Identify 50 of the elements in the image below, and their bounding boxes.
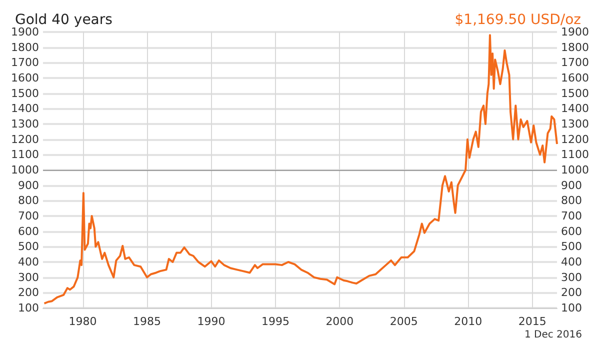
y-tick-label: 600 <box>18 224 39 238</box>
y2-tick-label: 800 <box>561 194 582 208</box>
y2-tick-label: 200 <box>561 286 582 300</box>
y-tick-label: 1700 <box>10 56 39 70</box>
y-tick-label: 1800 <box>10 40 39 54</box>
x-tick-label: 2010 <box>454 315 482 328</box>
y2-tick-label: 1800 <box>561 40 590 54</box>
y2-tick-label: 1200 <box>561 132 590 146</box>
y-tick-label: 900 <box>18 178 39 192</box>
chart-subtitle: $1,169.50 USD/oz <box>454 12 582 28</box>
y2-tick-label: 1400 <box>561 102 590 116</box>
y-tick-label: 1200 <box>10 132 39 146</box>
y2-tick-label: 900 <box>561 178 582 192</box>
x-tick-label: 2005 <box>390 315 418 328</box>
y2-tick-label: 1500 <box>561 86 590 100</box>
y-tick-label: 1300 <box>10 118 39 130</box>
y-tick-label: 1900 <box>10 26 39 38</box>
y2-tick-label: 700 <box>561 210 582 222</box>
y-tick-label: 700 <box>18 210 39 222</box>
chart-title: Gold 40 years <box>15 12 112 28</box>
y-tick-label: 500 <box>18 240 39 254</box>
x-tick-label: 1990 <box>197 315 226 328</box>
y2-tick-label: 1100 <box>561 148 590 162</box>
y2-tick-label: 1600 <box>561 72 590 84</box>
x-tick-label: 2015 <box>518 315 546 328</box>
y-tick-label: 300 <box>18 270 39 284</box>
y-tick-label: 800 <box>18 194 39 208</box>
y-tick-label: 1600 <box>10 72 39 84</box>
x-tick-label: 2000 <box>326 315 354 328</box>
y-tick-label: 100 <box>18 302 39 314</box>
y2-tick-label: 1300 <box>561 118 590 130</box>
y2-tick-label: 100 <box>561 302 582 314</box>
y-tick-label: 1400 <box>10 102 39 116</box>
line-series <box>43 34 558 304</box>
y2-tick-label: 300 <box>561 270 582 284</box>
x-tick-label: 1980 <box>68 315 97 328</box>
y-tick-label: 1000 <box>10 164 39 176</box>
y2-tick-label: 400 <box>561 256 582 268</box>
text: 1 Dec 2016 <box>524 330 582 340</box>
y2-tick-label: 500 <box>561 240 582 254</box>
y-tick-label: 200 <box>18 286 39 300</box>
y2-tick-label: 600 <box>561 224 582 238</box>
y2-tick-label: 1000 <box>561 164 590 176</box>
y-tick-label: 1100 <box>10 148 39 162</box>
y-tick-label: 400 <box>18 256 39 268</box>
x-tick-label: 1985 <box>133 315 162 328</box>
y2-tick-label: 1700 <box>561 56 590 70</box>
y2-tick-label: 1900 <box>561 26 590 38</box>
x-tick-label: 1995 <box>261 315 290 328</box>
y-tick-label: 1500 <box>10 86 39 100</box>
